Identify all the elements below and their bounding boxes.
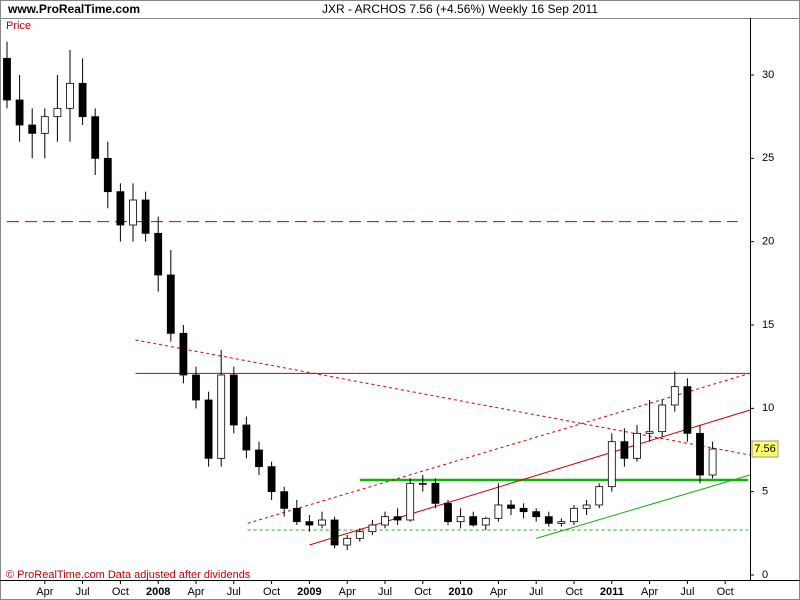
y-tick-label: 10 bbox=[762, 402, 774, 414]
candle-body bbox=[469, 516, 478, 526]
x-tick-label: Jul bbox=[529, 586, 543, 598]
candle-body bbox=[267, 466, 276, 493]
candle-body bbox=[368, 524, 377, 533]
candle-body bbox=[557, 521, 566, 524]
y-label: Price bbox=[6, 20, 31, 32]
candle-body bbox=[670, 386, 679, 406]
y-tick-label: 25 bbox=[762, 152, 774, 164]
candle-body bbox=[456, 516, 465, 523]
candle-body bbox=[683, 386, 692, 434]
x-tick-label: Jul bbox=[680, 586, 694, 598]
candle-body bbox=[633, 432, 641, 459]
candle-body bbox=[292, 507, 301, 523]
candle-body bbox=[192, 374, 200, 401]
x-tick-label: Oct bbox=[565, 586, 582, 598]
x-tick-label: Apr bbox=[187, 586, 204, 598]
candle-body bbox=[40, 116, 49, 134]
candle-body bbox=[66, 82, 74, 109]
candle-body bbox=[406, 482, 415, 521]
x-tick-label: 2010 bbox=[448, 586, 472, 598]
candle-body bbox=[154, 232, 163, 276]
candle-body bbox=[658, 404, 667, 433]
candle-body bbox=[507, 504, 515, 509]
candle-body bbox=[280, 491, 289, 509]
site: www.ProRealTime.com bbox=[7, 2, 140, 16]
candle-body bbox=[381, 516, 389, 526]
y-tick-label: 15 bbox=[762, 319, 774, 331]
candle-body bbox=[3, 57, 11, 101]
candle-body bbox=[204, 399, 213, 459]
x-tick-label: Jul bbox=[378, 586, 392, 598]
candle-body bbox=[217, 374, 226, 459]
x-tick-label: Oct bbox=[717, 586, 734, 598]
candle-body bbox=[129, 199, 137, 226]
candle-body bbox=[708, 448, 717, 476]
candle-body bbox=[78, 82, 87, 118]
candle-body bbox=[519, 507, 528, 513]
candle-body bbox=[481, 517, 490, 526]
candle-body bbox=[229, 374, 238, 426]
y-tick-label: 20 bbox=[762, 236, 774, 248]
candle-body bbox=[305, 521, 314, 526]
candle-body bbox=[444, 502, 452, 523]
y-tick-label: 30 bbox=[762, 69, 774, 81]
x-tick-label: Apr bbox=[490, 586, 507, 598]
candle-body bbox=[343, 537, 352, 546]
x-tick-label: Apr bbox=[641, 586, 658, 598]
candle-body bbox=[330, 519, 339, 546]
candle-body bbox=[179, 332, 188, 376]
x-tick-label: 2008 bbox=[146, 586, 170, 598]
chart-title: JXR - ARCHOS 7.56 (+4.56%) Weekly 16 Sep… bbox=[322, 2, 598, 16]
candle-body bbox=[242, 424, 251, 451]
x-tick-label: Apr bbox=[339, 586, 356, 598]
candle-body bbox=[595, 486, 604, 506]
y-tick-label: 0 bbox=[762, 569, 768, 581]
candle-body bbox=[91, 116, 100, 159]
x-tick-label: 2009 bbox=[297, 586, 321, 598]
trend-line bbox=[135, 339, 751, 456]
x-tick-label: Jul bbox=[227, 586, 241, 598]
x-tick-label: Oct bbox=[414, 586, 431, 598]
trend-line bbox=[536, 474, 751, 539]
last-price-label: 7.56 bbox=[754, 443, 775, 455]
candle-body bbox=[696, 432, 704, 476]
candle-body bbox=[418, 482, 427, 485]
x-tick-label: Oct bbox=[263, 586, 280, 598]
candle-body bbox=[532, 511, 541, 518]
candle-body bbox=[15, 99, 24, 126]
candle-body bbox=[166, 274, 175, 334]
candle-body bbox=[28, 124, 37, 134]
candle-body bbox=[141, 199, 150, 234]
candle-body bbox=[582, 504, 591, 509]
candle-body bbox=[53, 107, 62, 118]
x-tick-label: Apr bbox=[36, 586, 53, 598]
candle-body bbox=[620, 441, 629, 459]
x-tick-label: Jul bbox=[76, 586, 90, 598]
candle-body bbox=[570, 507, 578, 523]
x-tick-label: 2011 bbox=[600, 586, 624, 598]
candle-body bbox=[645, 431, 654, 434]
y-tick-label: 5 bbox=[762, 486, 768, 498]
candle-body bbox=[431, 482, 440, 504]
candle-body bbox=[607, 441, 616, 488]
candle-body bbox=[116, 191, 125, 226]
candle-body bbox=[255, 449, 263, 468]
candle-body bbox=[318, 519, 326, 526]
candle-body bbox=[494, 504, 503, 519]
x-tick-label: Oct bbox=[112, 586, 129, 598]
last-price-box bbox=[751, 440, 779, 458]
footer: © ProRealTime.com Data adjusted after di… bbox=[6, 569, 251, 581]
candle-body bbox=[544, 516, 553, 524]
candle-body bbox=[103, 157, 112, 193]
candle-body bbox=[355, 531, 364, 539]
candle-body bbox=[393, 516, 402, 521]
